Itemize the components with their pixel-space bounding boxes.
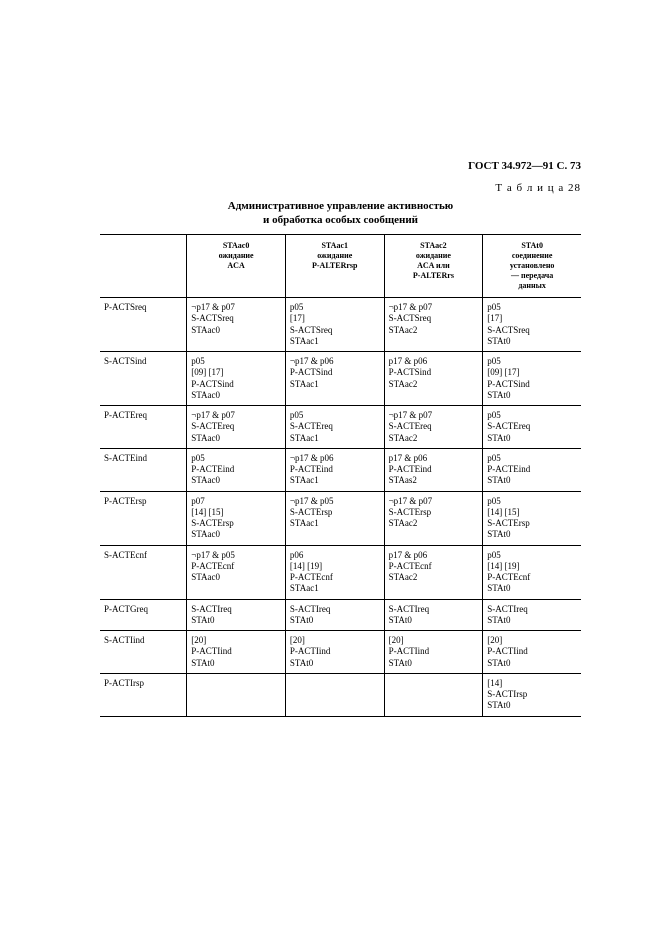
cell: S-ACTIreq STAt0 (483, 599, 581, 631)
table-row: P-ACTErsp p07 [14] [15] S-ACTErsp STAac0… (100, 491, 581, 545)
cell: p05 [17] S-ACTSreq STAac1 (285, 298, 384, 352)
page-header: ГОСТ 34.972—91 С. 73 (100, 160, 581, 172)
table-number: Т а б л и ц а 28 (100, 182, 581, 194)
cell: S-ACTIreq STAt0 (187, 599, 286, 631)
cell: p05 [09] [17] P-ACTSind STAt0 (483, 352, 581, 406)
cell: [20] P-ACTIind STAt0 (483, 631, 581, 674)
cell: p17 & p06 P-ACTEind STAas2 (384, 448, 483, 491)
table-row: S-ACTEind p05 P-ACTEind STAac0 ¬p17 & p0… (100, 448, 581, 491)
table-row: S-ACTSind p05 [09] [17] P-ACTSind STAac0… (100, 352, 581, 406)
cell: S-ACTIreq STAt0 (285, 599, 384, 631)
cell: [20] P-ACTIind STAt0 (285, 631, 384, 674)
table-row: P-ACTIrsp [14] S-ACTIrsp STAt0 (100, 673, 581, 716)
cell: ¬p17 & p07 S-ACTSreq STAac2 (384, 298, 483, 352)
table-row: S-ACTIind [20] P-ACTIind STAt0 [20] P-AC… (100, 631, 581, 674)
table-subtitle: и обработка особых сообщений (100, 214, 581, 226)
cell: ¬p17 & p07 S-ACTEreq STAac2 (384, 406, 483, 449)
col-header-empty (100, 235, 187, 298)
cell: p05 P-ACTEind STAac0 (187, 448, 286, 491)
row-label: S-ACTSind (100, 352, 187, 406)
col-header-staac0: STAac0 ожидание ACA (187, 235, 286, 298)
cell: p05 [14] [19] P-ACTEcnf STAt0 (483, 545, 581, 599)
col-header-stat0: STAt0 соединение установлено — передача … (483, 235, 581, 298)
cell: p07 [14] [15] S-ACTErsp STAac0 (187, 491, 286, 545)
table-row: P-ACTGreq S-ACTIreq STAt0 S-ACTIreq STAt… (100, 599, 581, 631)
cell (187, 673, 286, 716)
cell: p05 S-ACTEreq STAt0 (483, 406, 581, 449)
cell: ¬p17 & p05 S-ACTErsp STAac1 (285, 491, 384, 545)
cell: p17 & p06 P-ACTEcnf STAac2 (384, 545, 483, 599)
row-label: P-ACTIrsp (100, 673, 187, 716)
table-row: S-ACTEcnf ¬p17 & p05 P-ACTEcnf STAac0 p0… (100, 545, 581, 599)
cell: ¬p17 & p06 P-ACTSind STAac1 (285, 352, 384, 406)
row-label: P-ACTEreq (100, 406, 187, 449)
cell: p05 [14] [15] S-ACTErsp STAt0 (483, 491, 581, 545)
page-container: ГОСТ 34.972—91 С. 73 Т а б л и ц а 28 Ад… (0, 0, 661, 757)
row-label: P-ACTGreq (100, 599, 187, 631)
table-row: P-ACTEreq ¬p17 & p07 S-ACTEreq STAac0 p0… (100, 406, 581, 449)
row-label: S-ACTIind (100, 631, 187, 674)
cell: ¬p17 & p07 S-ACTEreq STAac0 (187, 406, 286, 449)
cell: p06 [14] [19] P-ACTEcnf STAac1 (285, 545, 384, 599)
cell: S-ACTIreq STAt0 (384, 599, 483, 631)
cell: p05 [17] S-ACTSreq STAt0 (483, 298, 581, 352)
cell: [20] P-ACTIind STAt0 (187, 631, 286, 674)
table-body: P-ACTSreq ¬p17 & p07 S-ACTSreq STAac0 p0… (100, 298, 581, 717)
row-label: P-ACTErsp (100, 491, 187, 545)
row-label: S-ACTEind (100, 448, 187, 491)
cell: [14] S-ACTIrsp STAt0 (483, 673, 581, 716)
cell (285, 673, 384, 716)
state-table: STAac0 ожидание ACA STAac1 ожидание P-AL… (100, 234, 581, 717)
col-header-staac2: STAac2 ожидание ACA или P-ALTERrs (384, 235, 483, 298)
cell: ¬p17 & p06 P-ACTEind STAac1 (285, 448, 384, 491)
cell: ¬p17 & p07 S-ACTErsp STAac2 (384, 491, 483, 545)
cell: [20] P-ACTIind STAt0 (384, 631, 483, 674)
table-row: P-ACTSreq ¬p17 & p07 S-ACTSreq STAac0 p0… (100, 298, 581, 352)
table-title: Административное управление активностью (100, 200, 581, 212)
cell (384, 673, 483, 716)
row-label: P-ACTSreq (100, 298, 187, 352)
cell: p05 P-ACTEind STAt0 (483, 448, 581, 491)
cell: p17 & p06 P-ACTSind STAac2 (384, 352, 483, 406)
row-label: S-ACTEcnf (100, 545, 187, 599)
cell: ¬p17 & p05 P-ACTEcnf STAac0 (187, 545, 286, 599)
col-header-staac1: STAac1 ожидание P-ALTERrsp (285, 235, 384, 298)
cell: p05 S-ACTEreq STAac1 (285, 406, 384, 449)
cell: p05 [09] [17] P-ACTSind STAac0 (187, 352, 286, 406)
cell: ¬p17 & p07 S-ACTSreq STAac0 (187, 298, 286, 352)
